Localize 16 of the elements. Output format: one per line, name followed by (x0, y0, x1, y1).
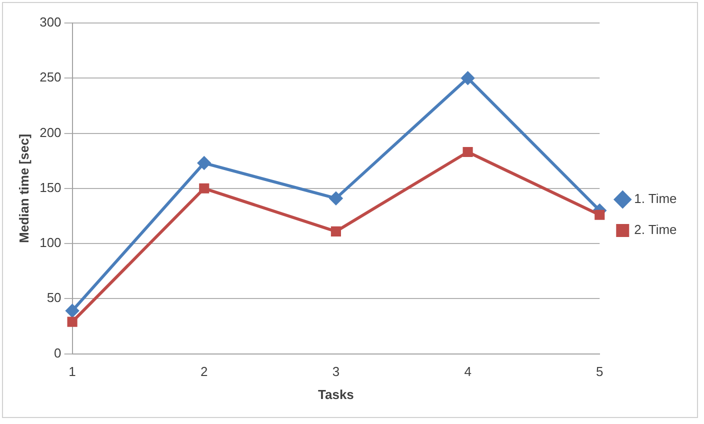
x-tick-label: 2 (200, 364, 208, 380)
x-tick-label: 5 (596, 364, 604, 380)
y-axis-title: Median time [sec] (16, 134, 32, 243)
x-axis-title: Tasks (318, 386, 354, 402)
y-tick-label: 200 (40, 124, 62, 140)
y-tick-label: 300 (40, 14, 62, 30)
legend-label: 2. Time (634, 222, 677, 238)
y-tick-label: 250 (40, 70, 62, 85)
y-tick-label: 150 (40, 180, 62, 195)
x-tick-label: 4 (464, 364, 472, 380)
legend-label: 1. Time (634, 191, 677, 206)
y-tick-label: 50 (46, 290, 62, 306)
x-tick-label: 3 (332, 364, 340, 380)
y-tick-label: 100 (40, 235, 62, 250)
x-tick-label: 1 (68, 364, 76, 380)
y-tick-label: 0 (54, 345, 62, 360)
